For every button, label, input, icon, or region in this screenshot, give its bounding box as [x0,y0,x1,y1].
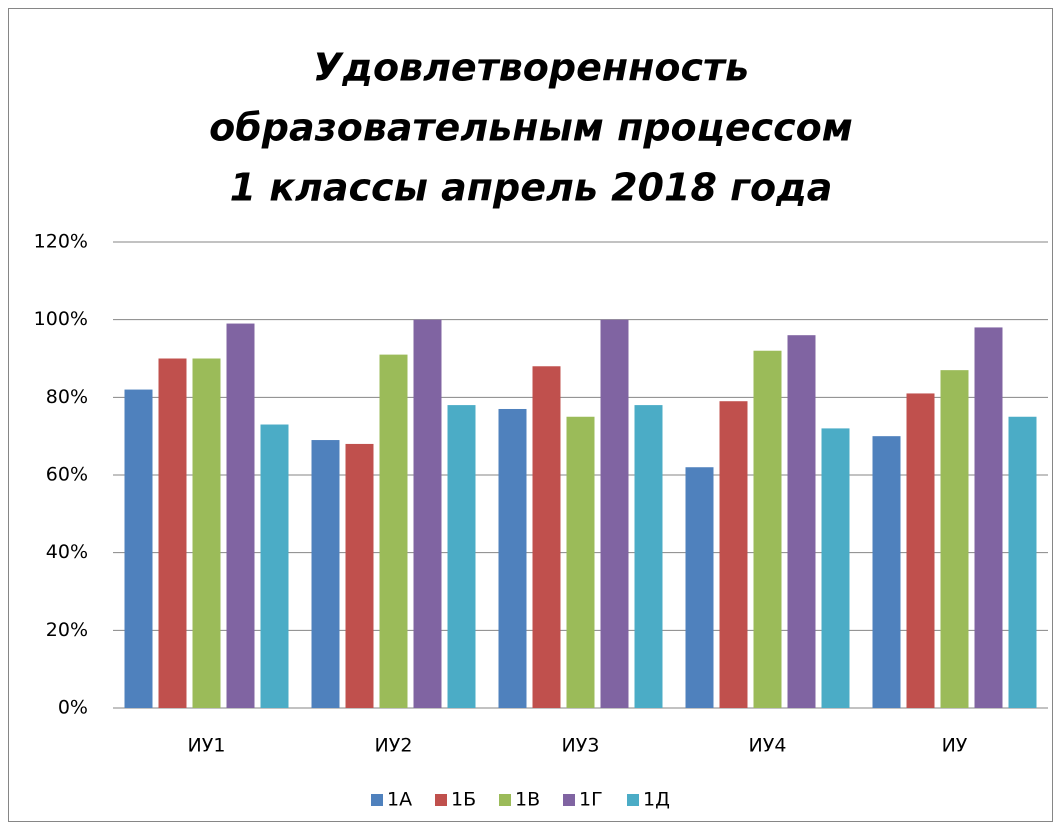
bar [719,401,748,708]
legend-swatch [499,794,511,806]
bar [413,319,442,708]
bar [311,440,340,708]
bar [379,354,408,708]
y-tick-label: 60% [46,464,88,486]
bar [600,319,629,708]
bar [872,436,901,708]
bar [260,424,289,708]
bar [821,428,850,708]
bar [345,443,374,708]
x-tick-label: ИУ2 [375,735,413,757]
bar [532,366,561,708]
bar [192,358,221,708]
x-tick-label: ИУ4 [749,735,787,757]
y-tick-label: 80% [46,386,88,408]
legend-swatch [627,794,639,806]
bar [158,358,187,708]
bar [787,335,816,708]
legend-swatch [435,794,447,806]
bar [685,467,714,708]
y-tick-label: 120% [34,231,88,253]
legend-label: 1Б [451,789,476,811]
legend-swatch [371,794,383,806]
x-tick-label: ИУ [942,735,968,757]
bar [566,416,595,708]
bar [906,393,935,708]
legend-label: 1Д [643,789,670,811]
bar [447,405,476,708]
legend-label: 1В [515,789,540,811]
bar [753,350,782,708]
bar [1008,416,1037,708]
chart-title: образовательным процессом [209,106,853,150]
x-tick-label: ИУ1 [188,735,226,757]
legend-label: 1Г [579,789,603,811]
legend-label: 1А [387,789,412,811]
x-tick-label: ИУ3 [562,735,600,757]
y-tick-label: 20% [46,619,88,641]
bar [974,327,1003,708]
bar [940,370,969,708]
bar [124,389,153,708]
y-tick-label: 0% [58,697,88,719]
bar [498,408,527,708]
y-tick-label: 40% [46,541,88,563]
bar [226,323,255,708]
chart-title: 1 классы апрель 2018 года [230,166,833,210]
legend-swatch [563,794,575,806]
chart-title: Удовлетворенность [313,46,749,90]
bar [634,405,663,708]
y-tick-label: 100% [34,308,88,330]
